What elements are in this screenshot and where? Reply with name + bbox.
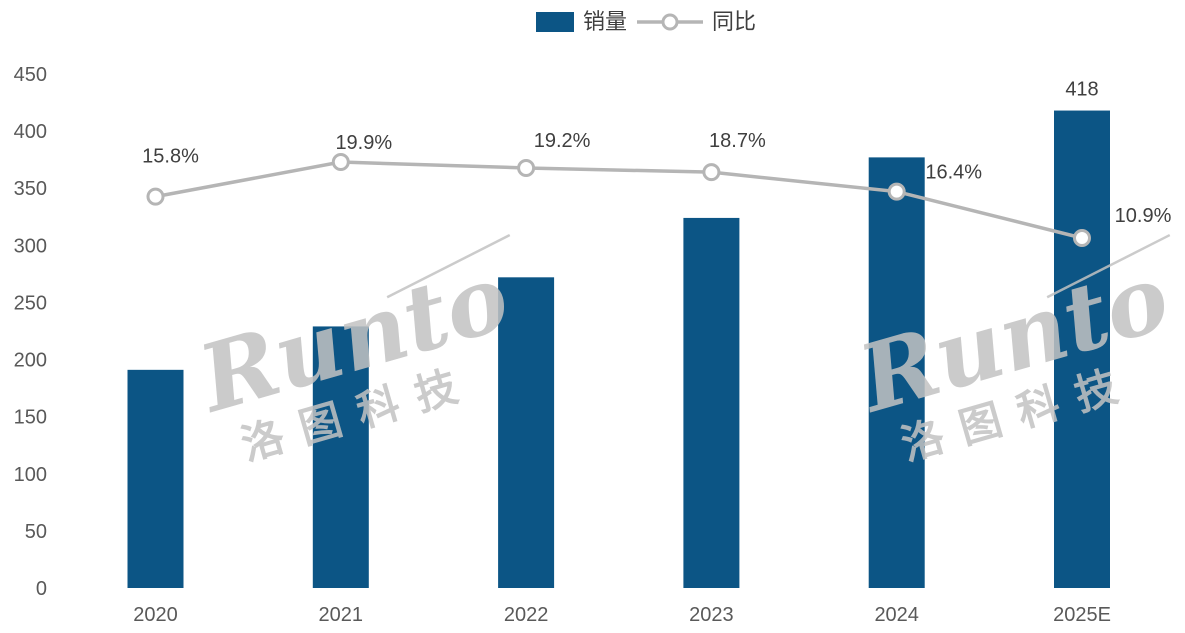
bar-series [127, 110, 1110, 589]
yoy-marker [702, 163, 721, 182]
watermark-swoosh [1046, 233, 1171, 299]
y-tick-label: 350 [14, 178, 47, 200]
bar [868, 157, 925, 589]
y-tick-label: 250 [14, 292, 47, 314]
yoy-marker [517, 158, 536, 177]
legend: 销量 同比 [536, 11, 756, 33]
y-tick-label: 300 [14, 235, 47, 257]
x-category-label: 2024 [874, 604, 919, 626]
y-tick-label: 100 [14, 464, 47, 486]
yoy-label: 19.2% [534, 130, 591, 152]
line-marker-swatch-icon [637, 13, 704, 31]
legend-item-sales: 销量 [536, 11, 627, 33]
legend-item-yoy: 同比 [637, 11, 756, 33]
x-category-label: 2020 [133, 604, 178, 626]
yoy-label: 10.9% [1115, 205, 1172, 227]
bar [498, 277, 555, 588]
y-tick-label: 50 [25, 521, 47, 543]
x-category-label: 2021 [319, 604, 364, 626]
yoy-label: 19.9% [335, 132, 392, 154]
y-tick-label: 150 [14, 407, 47, 429]
bar [127, 369, 184, 588]
y-tick-label: 200 [14, 350, 47, 372]
bar-swatch-icon [536, 12, 574, 32]
yoy-marker [887, 182, 906, 201]
bar-value-label: 418 [1065, 79, 1098, 101]
x-category-label: 2023 [689, 604, 734, 626]
yoy-label: 15.8% [142, 146, 199, 168]
x-category-label: 2025E [1053, 604, 1111, 626]
yoy-marker [331, 153, 350, 172]
bar [1054, 110, 1110, 588]
watermark-swoosh [386, 233, 511, 299]
y-tick-label: 450 [14, 64, 47, 86]
y-tick-label: 0 [36, 578, 47, 600]
x-category-label: 2022 [504, 604, 549, 626]
legend-label-yoy: 同比 [712, 9, 757, 34]
bar [683, 217, 740, 589]
legend-label-sales: 销量 [583, 9, 628, 34]
yoy-label: 16.4% [925, 162, 982, 184]
bar [312, 326, 369, 588]
yoy-label: 18.7% [709, 130, 766, 152]
yoy-line [155, 160, 1083, 240]
y-tick-label: 400 [14, 121, 47, 143]
yoy-marker [146, 187, 165, 206]
yoy-marker [1073, 229, 1091, 248]
